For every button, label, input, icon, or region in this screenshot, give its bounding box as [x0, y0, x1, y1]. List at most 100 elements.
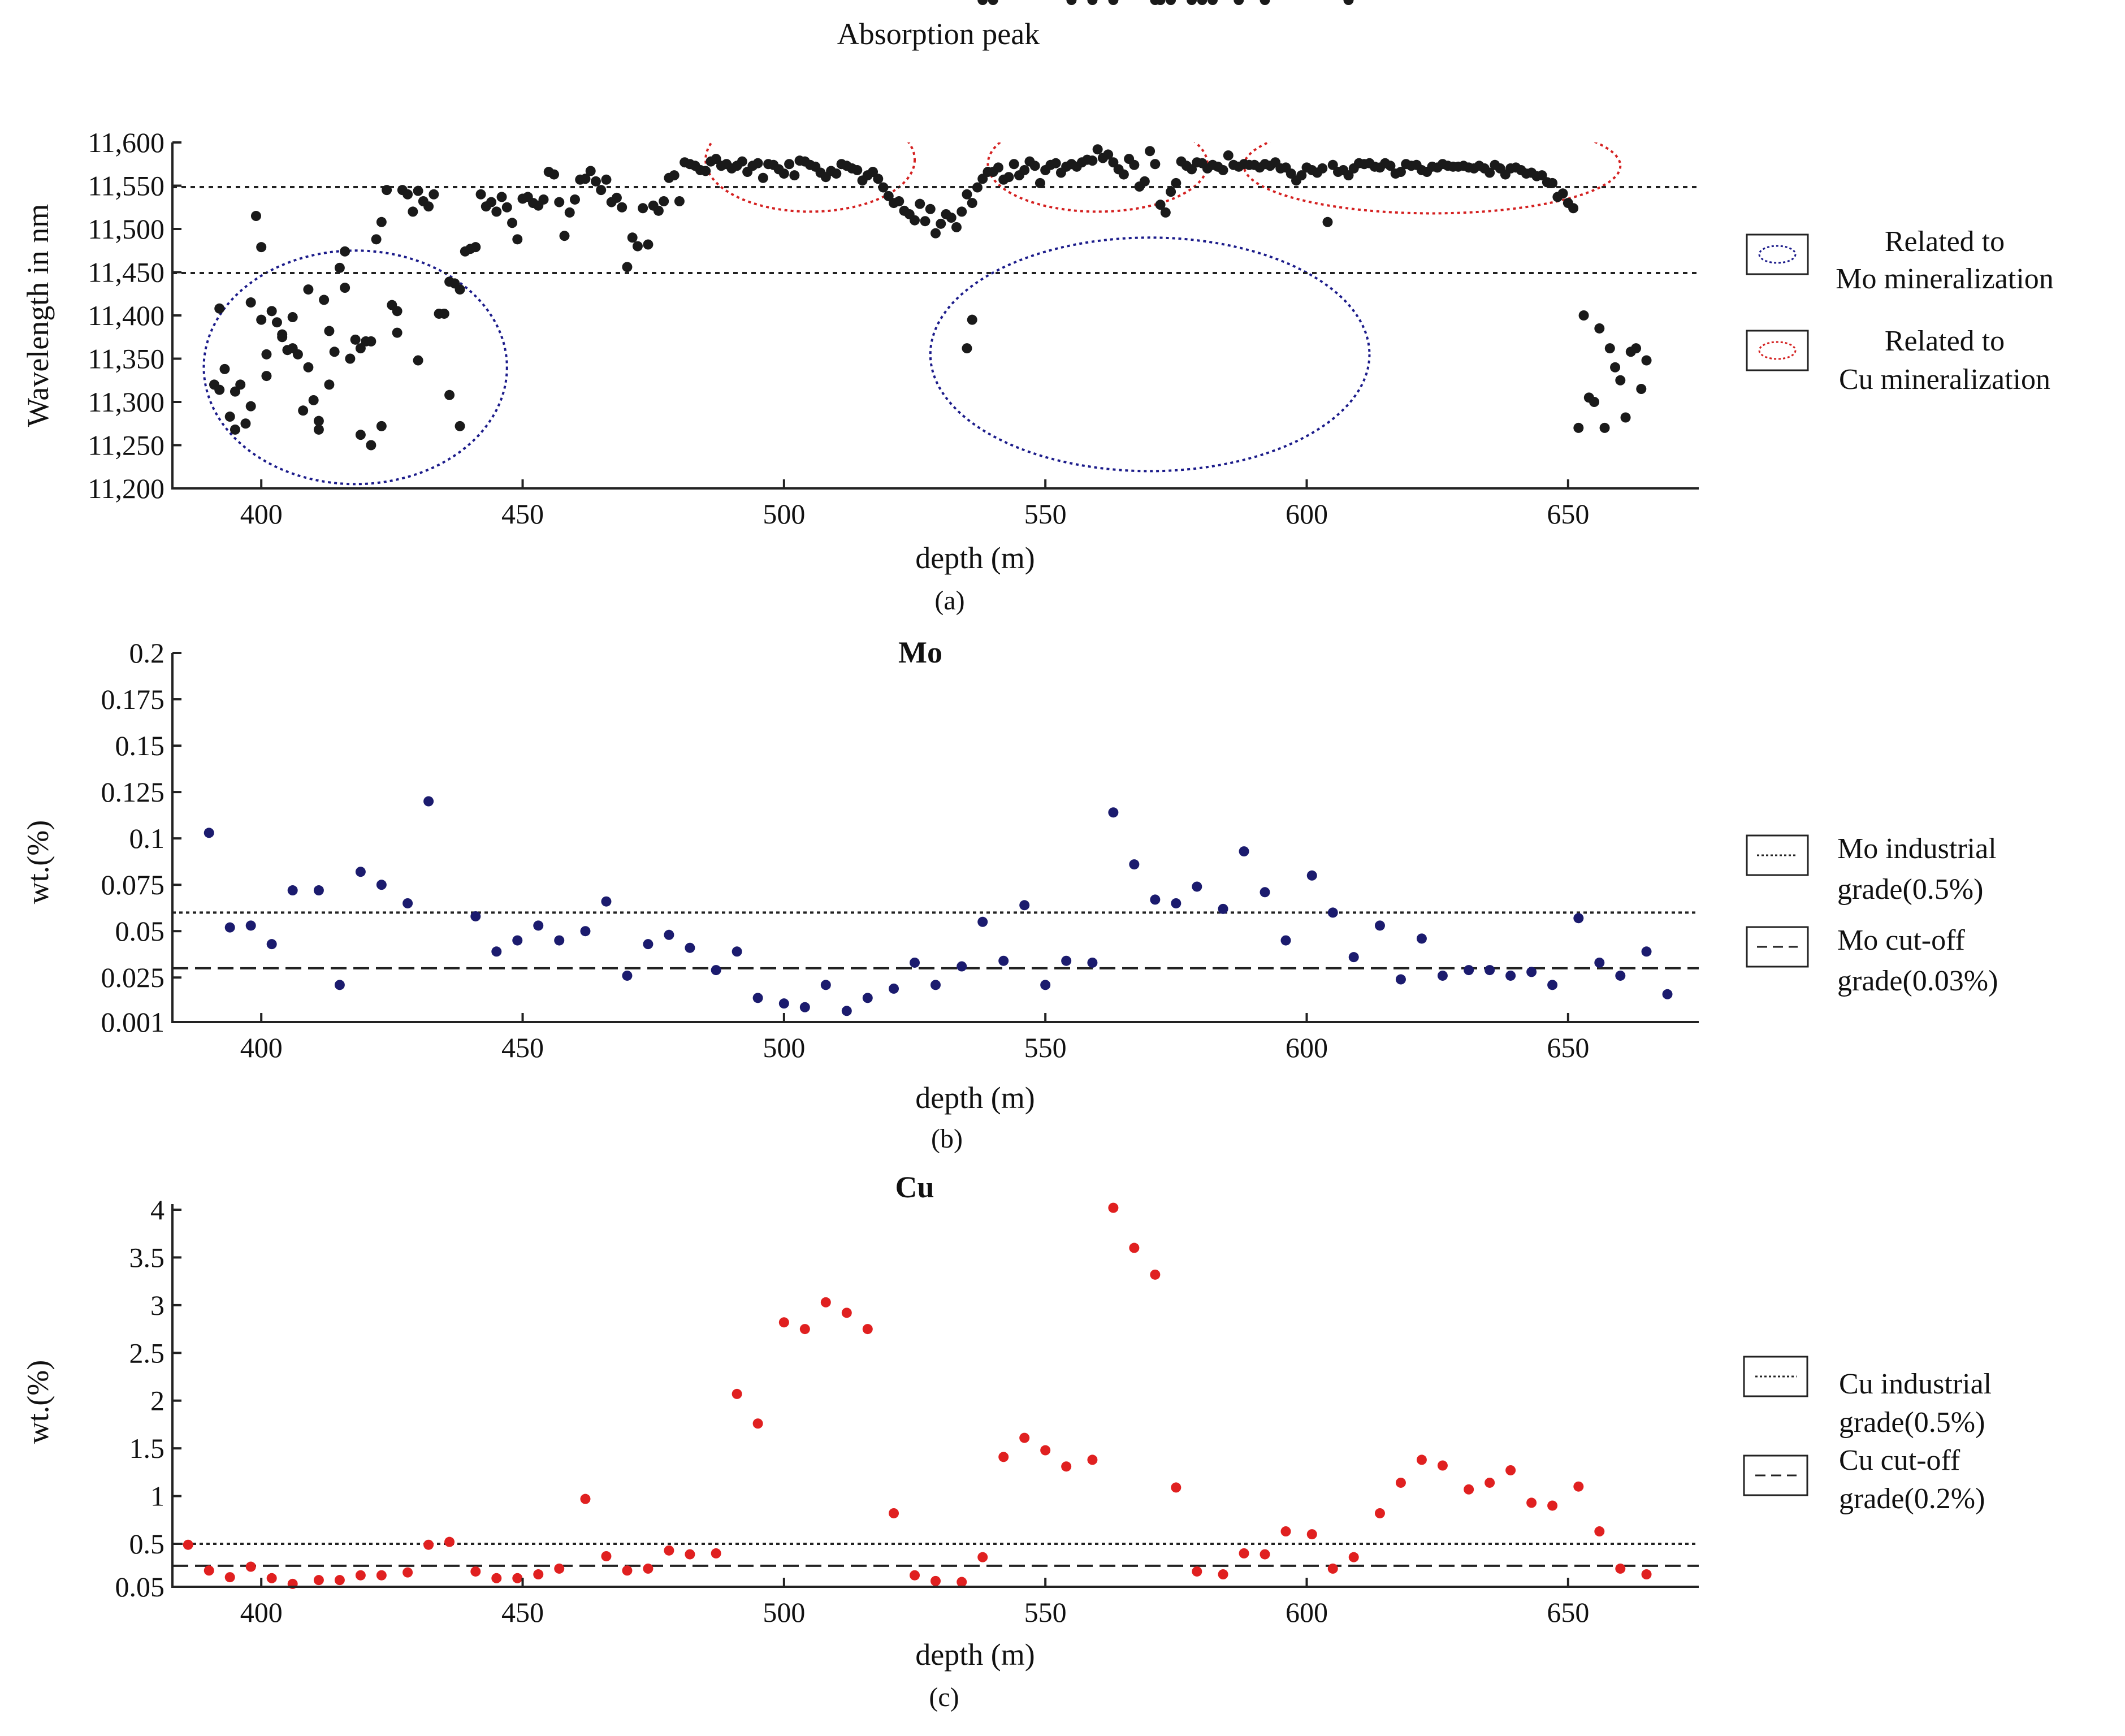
data-point — [820, 1297, 831, 1308]
data-point — [653, 205, 664, 216]
data-point — [1416, 1454, 1427, 1465]
legend-swatch-mo — [1746, 233, 1809, 275]
data-point — [799, 1324, 810, 1335]
data-point — [355, 343, 366, 354]
data-point — [1615, 1563, 1626, 1574]
data-point — [1260, 887, 1270, 898]
data-point — [1485, 1477, 1495, 1488]
data-point — [643, 939, 653, 950]
data-point — [1557, 188, 1568, 199]
legend-label-mo-line1: Related to — [1885, 226, 2005, 258]
data-point — [596, 185, 607, 196]
data-point — [752, 1418, 763, 1429]
cu-mineralization-region — [704, 142, 916, 213]
data-point — [1416, 933, 1427, 944]
data-point — [962, 189, 972, 200]
data-point — [1145, 146, 1155, 157]
mo-mineralization-region — [929, 236, 1371, 473]
data-point — [1218, 1569, 1228, 1580]
data-point — [862, 993, 873, 1003]
data-point — [1160, 207, 1171, 218]
y-tick-label: 2.5 — [129, 1337, 165, 1369]
data-point — [669, 170, 680, 181]
data-point — [664, 1545, 674, 1556]
y-tick-label: 0.05 — [115, 1571, 165, 1603]
data-point — [1019, 1432, 1030, 1443]
data-point — [1192, 1566, 1202, 1577]
y-tick-label: 2 — [150, 1385, 165, 1417]
data-point — [376, 1570, 387, 1581]
data-point — [491, 1573, 502, 1583]
data-point — [287, 885, 298, 896]
data-point — [580, 174, 591, 184]
data-point — [376, 421, 387, 431]
data-point — [758, 172, 768, 183]
data-point — [1306, 870, 1317, 881]
data-point — [868, 167, 878, 178]
data-point — [1019, 900, 1030, 911]
data-point — [998, 955, 1009, 966]
data-point — [455, 421, 465, 431]
data-point — [292, 349, 303, 360]
data-point — [554, 935, 565, 946]
data-point — [1296, 170, 1307, 181]
legend-label-cu-cutoff-line2: grade(0.2%) — [1839, 1483, 1985, 1515]
data-point — [674, 196, 685, 207]
data-point — [1464, 965, 1474, 976]
data-point — [732, 1388, 742, 1399]
data-point — [413, 185, 423, 196]
data-point — [1108, 0, 1119, 5]
data-point — [287, 312, 298, 323]
data-point — [1485, 167, 1495, 178]
data-point — [1087, 155, 1098, 166]
data-point — [1040, 980, 1051, 990]
data-point — [883, 191, 894, 201]
data-point — [1485, 965, 1495, 976]
data-point — [1505, 970, 1516, 981]
data-point — [1343, 0, 1354, 5]
x-tick-label: 450 — [501, 498, 544, 530]
data-point — [245, 297, 256, 308]
x-tick-label: 600 — [1286, 1032, 1328, 1063]
data-point — [1155, 0, 1166, 5]
data-point — [784, 159, 795, 170]
x-axis-label-b: depth (m) — [915, 1081, 1035, 1115]
data-point — [1155, 200, 1166, 210]
data-point — [1003, 172, 1014, 183]
data-point — [1641, 355, 1652, 366]
data-point — [993, 162, 1003, 173]
data-point — [700, 166, 711, 176]
data-point — [1171, 1482, 1181, 1493]
data-point — [1374, 920, 1385, 931]
data-point — [1395, 1477, 1406, 1488]
data-point — [1437, 970, 1448, 981]
data-point — [643, 1563, 653, 1574]
data-point — [423, 796, 434, 807]
data-point — [1641, 946, 1652, 957]
legend-label-mo-cutoff-line1: Mo cut-off — [1837, 924, 1965, 956]
data-point — [376, 217, 387, 227]
data-point — [752, 993, 763, 1003]
data-point — [235, 379, 246, 390]
data-point — [1108, 157, 1119, 168]
y-tick-label: 11,550 — [88, 170, 165, 202]
data-point — [685, 942, 695, 953]
data-point — [1108, 807, 1119, 818]
data-point — [1327, 159, 1338, 170]
x-tick-label: 550 — [1024, 1032, 1067, 1063]
data-point — [256, 242, 267, 253]
data-point — [894, 196, 904, 207]
data-point — [1395, 167, 1406, 178]
scatter-points-a — [209, 0, 1652, 451]
y-tick-label: 0.2 — [129, 637, 165, 669]
data-point — [841, 1006, 852, 1016]
data-point — [1197, 0, 1208, 5]
panel-mo: Mo 0.0010.0250.050.0750.10.1250.150.1750… — [21, 635, 1998, 1154]
data-point — [889, 1508, 899, 1518]
caption-c: (c) — [929, 1682, 959, 1712]
data-point — [1061, 955, 1072, 966]
data-point — [355, 867, 366, 877]
legend-label-mo-cutoff-line2: grade(0.03%) — [1837, 965, 1998, 997]
data-point — [470, 1566, 481, 1577]
legend-label-cu-line2: Cu mineralization — [1839, 363, 2050, 396]
